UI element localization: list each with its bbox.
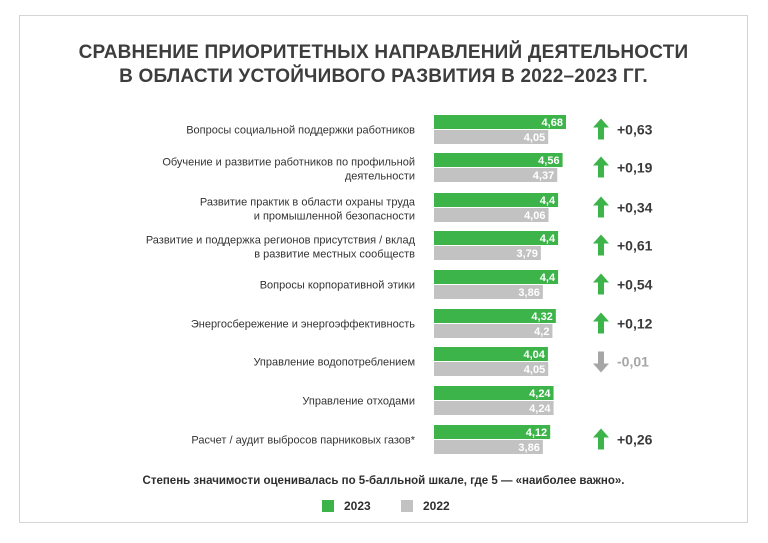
bar-value-2022: 3,79 bbox=[516, 248, 537, 260]
bar-value-2023: 4,32 bbox=[531, 311, 552, 323]
bar-2023 bbox=[434, 153, 563, 167]
legend-label-2022: 2022 bbox=[423, 499, 450, 513]
bar-value-2023: 4,12 bbox=[526, 427, 547, 439]
arrow-up-icon bbox=[593, 196, 609, 218]
category-label: Вопросы корпоративной этики bbox=[260, 280, 415, 292]
bar-2022 bbox=[434, 168, 558, 182]
arrow-up-icon bbox=[593, 428, 609, 450]
legend-swatch-2022 bbox=[401, 500, 413, 512]
bar-2022 bbox=[434, 285, 543, 299]
chart-title-line-1: СРАВНЕНИЕ ПРИОРИТЕТНЫХ НАПРАВЛЕНИЙ ДЕЯТЕ… bbox=[78, 42, 689, 63]
change-label: -0,01 bbox=[617, 354, 649, 370]
change-label: +0,63 bbox=[617, 122, 653, 138]
bar-value-2022: 3,86 bbox=[518, 287, 539, 299]
category-label: Управление отходами bbox=[302, 396, 415, 408]
arrow-up-icon bbox=[593, 234, 609, 256]
bar-value-2022: 4,05 bbox=[524, 132, 545, 144]
bar-2022 bbox=[434, 130, 549, 144]
bar-2023 bbox=[434, 193, 559, 207]
bar-2022 bbox=[434, 208, 549, 222]
category-label: Развитие практик в области охраны труда и… bbox=[200, 197, 416, 223]
bar-2023 bbox=[434, 425, 551, 439]
arrow-up-icon bbox=[593, 156, 609, 178]
bar-value-2022: 4,06 bbox=[524, 210, 545, 222]
arrow-up-icon bbox=[593, 312, 609, 334]
bar-value-2023: 4,4 bbox=[540, 195, 556, 207]
bar-2023 bbox=[434, 309, 556, 323]
category-label: Обучение и развитие работников по профил… bbox=[162, 157, 415, 183]
scale-footnote: Степень значимости оценивалась по 5-балл… bbox=[142, 475, 625, 487]
bar-value-2023: 4,4 bbox=[540, 272, 556, 284]
bar-2022 bbox=[434, 246, 541, 260]
legend-item-2022: 2022 bbox=[401, 499, 450, 513]
bar-2022 bbox=[434, 401, 554, 415]
category-label: Управление водопотреблением bbox=[253, 357, 415, 369]
category-label: Вопросы социальной поддержки работников bbox=[186, 125, 415, 137]
chart-title-line-2: В ОБЛАСТИ УСТОЙЧИВОГО РАЗВИТИЯ В 2022–20… bbox=[119, 66, 648, 87]
change-label: +0,54 bbox=[617, 277, 653, 293]
bar-value-2022: 4,24 bbox=[529, 403, 551, 415]
arrow-up-icon bbox=[593, 118, 609, 140]
bar-2022 bbox=[434, 362, 549, 376]
bar-value-2023: 4,4 bbox=[540, 233, 556, 245]
bar-value-2023: 4,56 bbox=[538, 155, 559, 167]
bar-value-2023: 4,24 bbox=[529, 388, 551, 400]
arrow-down-icon bbox=[593, 351, 609, 373]
legend-swatch-2023 bbox=[322, 500, 334, 512]
bar-value-2023: 4,04 bbox=[524, 349, 546, 361]
change-label: +0,61 bbox=[617, 238, 653, 254]
change-label: +0,26 bbox=[617, 432, 653, 448]
bar-value-2023: 4,68 bbox=[542, 117, 563, 129]
bar-2023 bbox=[434, 231, 559, 245]
category-label: Расчет / аудит выбросов парниковых газов… bbox=[191, 435, 415, 447]
bar-2022 bbox=[434, 440, 543, 454]
bar-2023 bbox=[434, 115, 566, 129]
legend-item-2023: 2023 bbox=[322, 499, 371, 513]
bar-value-2022: 4,2 bbox=[534, 326, 549, 338]
legend-label-2023: 2023 bbox=[344, 499, 371, 513]
category-label: Энергосбережение и энергоэффективность bbox=[191, 319, 415, 331]
bar-value-2022: 4,37 bbox=[533, 170, 554, 182]
bar-value-2022: 4,05 bbox=[524, 364, 545, 376]
bar-2023 bbox=[434, 386, 554, 400]
bar-value-2022: 3,86 bbox=[518, 442, 539, 454]
bar-2022 bbox=[434, 324, 553, 338]
chart-frame bbox=[19, 15, 748, 523]
change-label: +0,34 bbox=[617, 200, 653, 216]
change-label: +0,12 bbox=[617, 316, 653, 332]
change-label: +0,19 bbox=[617, 160, 653, 176]
bar-2023 bbox=[434, 270, 559, 284]
bar-2023 bbox=[434, 347, 548, 361]
arrow-up-icon bbox=[593, 273, 609, 295]
category-label: Развитие и поддержка регионов присутстви… bbox=[146, 235, 416, 261]
